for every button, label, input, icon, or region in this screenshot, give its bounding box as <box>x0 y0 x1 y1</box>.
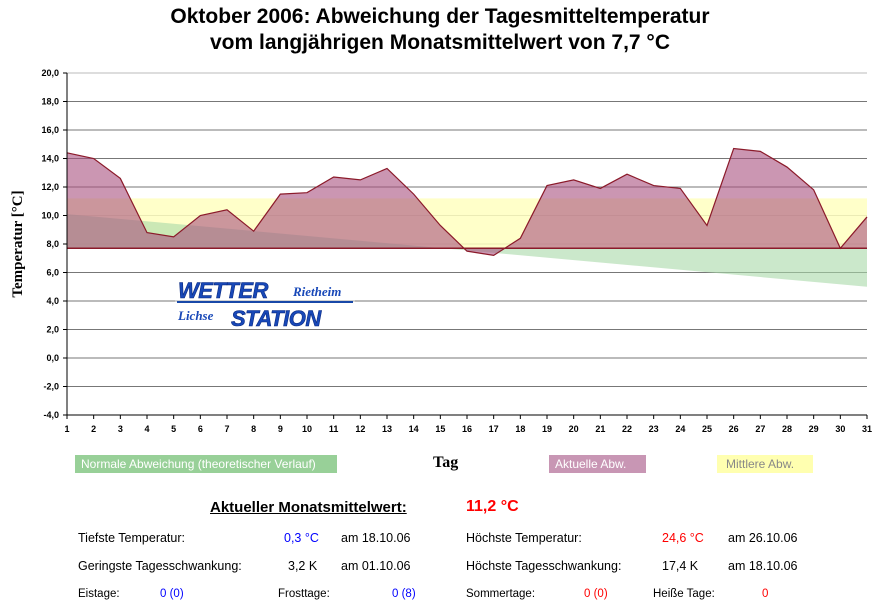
max-range-label: Höchste Tagesschwankung: <box>466 559 622 573</box>
min-temp-label: Tiefste Temperatur: <box>78 531 185 545</box>
x-tick-label: 17 <box>489 424 499 434</box>
x-tick-label: 7 <box>224 424 229 434</box>
hot-days-label: Heiße Tage: <box>653 588 715 600</box>
x-axis-label: Tag <box>433 454 459 471</box>
logo-wetter: WETTER <box>178 278 268 303</box>
y-tick-label: 10,0 <box>41 211 59 221</box>
x-tick-label: 5 <box>171 424 176 434</box>
x-tick-label: 1 <box>64 424 69 434</box>
normal-deviation-area <box>67 214 867 287</box>
y-tick-label: 12,0 <box>41 182 59 192</box>
y-tick-label: 0,0 <box>46 353 59 363</box>
logo-station: STATION <box>231 306 322 331</box>
x-tick-label: 13 <box>382 424 392 434</box>
x-tick-label: 21 <box>595 424 605 434</box>
x-tick-label: 20 <box>569 424 579 434</box>
legend-mean: Mittlere Abw. <box>717 455 813 473</box>
y-tick-label: 14,0 <box>41 154 59 164</box>
x-tick-label: 23 <box>649 424 659 434</box>
ice-days-value: 0 (0) <box>160 588 184 600</box>
frost-days-label: Frosttage: <box>278 588 330 600</box>
x-tick-label: 18 <box>515 424 525 434</box>
actual-deviation-area <box>67 148 867 256</box>
y-tick-label: 8,0 <box>46 239 59 249</box>
x-tick-label: 15 <box>435 424 445 434</box>
x-tick-label: 31 <box>862 424 872 434</box>
min-temp-value: 0,3 °C <box>284 531 319 545</box>
y-tick-label: 2,0 <box>46 325 59 335</box>
x-tick-label: 24 <box>675 424 685 434</box>
legend-actual: Aktuelle Abw. <box>549 455 646 473</box>
x-tick-label: 12 <box>355 424 365 434</box>
x-tick-label: 2 <box>91 424 96 434</box>
chart-title: Oktober 2006: Abweichung der Tagesmittel… <box>0 4 880 56</box>
x-tick-label: 27 <box>755 424 765 434</box>
hot-days-value: 0 <box>762 588 769 600</box>
x-tick-label: 9 <box>278 424 283 434</box>
logo-lichse: Lichse <box>177 308 214 323</box>
weather-station-logo: WETTER Rietheim Lichse STATION <box>175 277 355 331</box>
x-tick-label: 22 <box>622 424 632 434</box>
x-tick-label: 14 <box>409 424 419 434</box>
y-tick-label: 16,0 <box>41 125 59 135</box>
x-tick-label: 28 <box>782 424 792 434</box>
title-line-1: Oktober 2006: Abweichung der Tagesmittel… <box>170 5 710 28</box>
x-tick-label: 29 <box>809 424 819 434</box>
frost-days-value: 0 (8) <box>392 588 416 600</box>
x-tick-label: 19 <box>542 424 552 434</box>
x-tick-label: 11 <box>329 424 339 434</box>
y-tick-label: -4,0 <box>43 410 59 420</box>
min-temp-date: am 18.10.06 <box>341 531 411 545</box>
y-axis-label: Temperatur [°C] <box>10 190 26 297</box>
month-mean-label: Aktueller Monatsmittelwert: <box>210 499 407 516</box>
x-tick-label: 16 <box>462 424 472 434</box>
y-tick-label: 6,0 <box>46 268 59 278</box>
max-temp-date: am 26.10.06 <box>728 531 798 545</box>
title-line-2: vom langjährigen Monatsmittelwert von 7,… <box>210 31 670 54</box>
summer-days-label: Sommertage: <box>466 588 536 600</box>
max-temp-value: 24,6 °C <box>662 531 704 545</box>
x-tick-label: 10 <box>302 424 312 434</box>
x-tick-label: 26 <box>729 424 739 434</box>
min-range-value: 3,2 K <box>288 559 318 573</box>
summer-days-value: 0 (0) <box>584 588 608 600</box>
x-tick-label: 3 <box>118 424 123 434</box>
y-tick-label: 4,0 <box>46 296 59 306</box>
x-tick-label: 25 <box>702 424 712 434</box>
max-range-value: 17,4 K <box>662 559 699 573</box>
max-range-date: am 18.10.06 <box>728 559 798 573</box>
y-tick-label: 18,0 <box>41 97 59 107</box>
y-tick-label: 20,0 <box>41 68 59 78</box>
actual-deviation-line <box>66 147 868 257</box>
ice-days-label: Eistage: <box>78 588 120 600</box>
x-tick-label: 8 <box>251 424 256 434</box>
y-tick-label: -2,0 <box>43 382 59 392</box>
min-range-label: Geringste Tagesschwankung: <box>78 559 242 573</box>
min-range-date: am 01.10.06 <box>341 559 411 573</box>
x-tick-label: 30 <box>835 424 845 434</box>
legend-normal: Normale Abweichung (theoretischer Verlau… <box>75 455 337 473</box>
x-tick-label: 6 <box>198 424 203 434</box>
logo-rietheim: Rietheim <box>292 284 341 299</box>
x-tick-label: 4 <box>144 424 149 434</box>
month-mean-value: 11,2 °C <box>466 498 519 515</box>
max-temp-label: Höchste Temperatur: <box>466 531 582 545</box>
